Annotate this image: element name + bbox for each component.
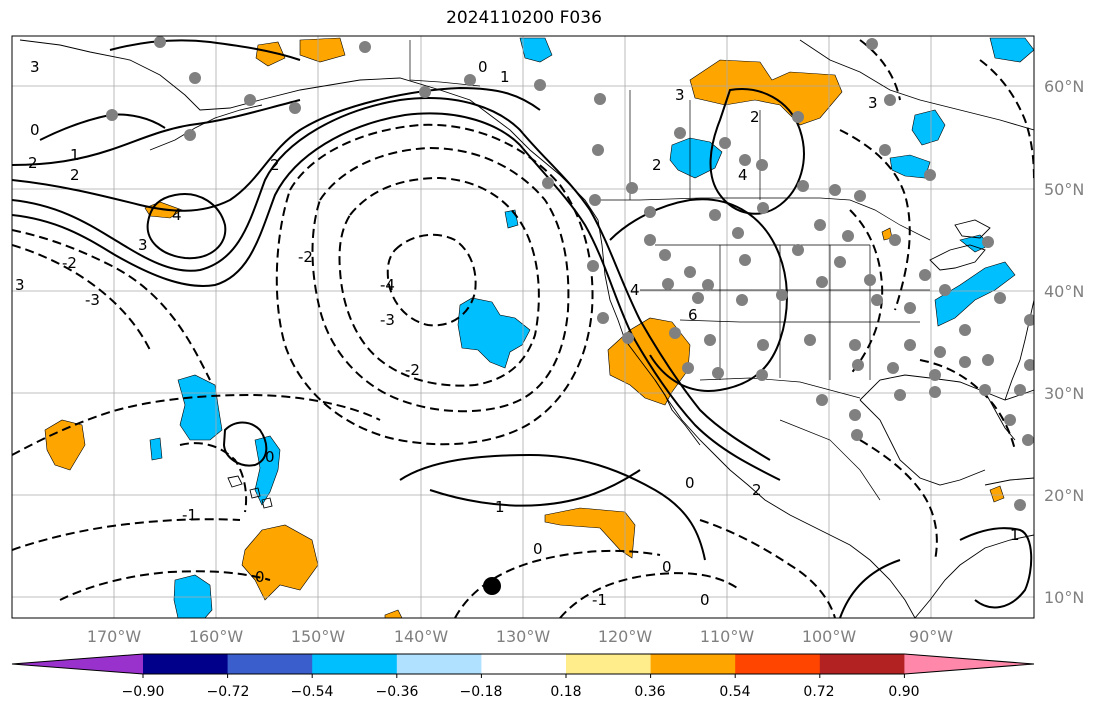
colorbar-extend-max xyxy=(904,654,1034,674)
svg-text:0: 0 xyxy=(255,568,265,586)
svg-text:2: 2 xyxy=(270,156,280,174)
colorbar-extend-min xyxy=(12,654,143,674)
colorbar-labels: −0.90 −0.72 −0.54 −0.36 −0.18 0.18 0.36 … xyxy=(122,684,920,700)
svg-text:3: 3 xyxy=(30,58,40,76)
svg-text:6: 6 xyxy=(688,306,698,324)
svg-text:2: 2 xyxy=(28,154,38,172)
plot-frame xyxy=(11,35,1035,619)
svg-text:2: 2 xyxy=(70,166,80,184)
lon-tick: 90°W xyxy=(909,627,953,646)
lon-tick: 160°W xyxy=(189,627,244,646)
colorbar-segment xyxy=(143,654,229,674)
dashed-contours xyxy=(12,39,1034,618)
svg-text:2: 2 xyxy=(652,156,662,174)
svg-text:-1: -1 xyxy=(592,591,607,609)
map-title: 2024110200 F036 xyxy=(446,8,602,28)
svg-text:-3: -3 xyxy=(85,291,100,309)
colorbar-tick: 0.90 xyxy=(888,684,919,700)
svg-text:3: 3 xyxy=(675,86,685,104)
lat-tick: 50°N xyxy=(1044,180,1084,199)
lon-tick: 170°W xyxy=(87,627,142,646)
lon-tick: 120°W xyxy=(598,627,653,646)
lon-tick: 130°W xyxy=(496,627,551,646)
colorbar-segment xyxy=(312,654,398,674)
coastlines xyxy=(19,39,1034,618)
colorbar-segment xyxy=(396,654,482,674)
colorbar-tick: −0.90 xyxy=(122,684,165,700)
colorbar-segment xyxy=(650,654,736,674)
svg-text:1: 1 xyxy=(500,68,510,86)
svg-text:0: 0 xyxy=(478,58,488,76)
lat-tick: 60°N xyxy=(1044,77,1084,96)
colorbar-tick: 0.72 xyxy=(803,684,834,700)
longitude-labels: 170°W 160°W 150°W 140°W 130°W 120°W 110°… xyxy=(87,627,953,646)
contour-labels: 3 0 1 2 2 3 4 3 -3 -2 2 -2 -4 -3 -2 0 1 … xyxy=(15,58,1020,609)
svg-text:1: 1 xyxy=(1010,526,1020,544)
svg-text:3: 3 xyxy=(15,276,25,294)
svg-text:-1: -1 xyxy=(182,506,197,524)
svg-text:1: 1 xyxy=(70,146,80,164)
political-borders xyxy=(409,40,931,501)
colorbar-tick: −0.18 xyxy=(460,684,503,700)
negative-shading xyxy=(149,37,1034,618)
colorbar-segment xyxy=(566,654,652,674)
colorbar-tick: −0.54 xyxy=(291,684,334,700)
colorbar-tick: −0.72 xyxy=(207,684,250,700)
svg-text:2: 2 xyxy=(750,108,760,126)
svg-text:2: 2 xyxy=(752,481,762,499)
lat-tick: 10°N xyxy=(1044,588,1084,607)
svg-text:0: 0 xyxy=(662,558,672,576)
svg-text:0: 0 xyxy=(533,540,543,558)
svg-text:3: 3 xyxy=(868,94,878,112)
colorbar-tick: 0.54 xyxy=(719,684,750,700)
lat-tick: 40°N xyxy=(1044,282,1084,301)
colorbar-tick: 0.36 xyxy=(634,684,665,700)
storm-marker xyxy=(483,577,501,595)
lon-tick: 100°W xyxy=(802,627,857,646)
svg-text:1: 1 xyxy=(495,498,505,516)
svg-text:-4: -4 xyxy=(380,276,395,294)
svg-text:0: 0 xyxy=(30,121,40,139)
colorbar-tick: 0.18 xyxy=(550,684,581,700)
lon-tick: 140°W xyxy=(394,627,449,646)
svg-text:0: 0 xyxy=(700,591,710,609)
svg-text:4: 4 xyxy=(172,206,182,224)
svg-text:3: 3 xyxy=(138,236,148,254)
lon-tick: 110°W xyxy=(700,627,755,646)
colorbar-segment xyxy=(481,654,567,674)
lat-tick: 30°N xyxy=(1044,384,1084,403)
svg-text:-2: -2 xyxy=(405,361,420,379)
lon-tick: 150°W xyxy=(291,627,346,646)
colorbar-segment xyxy=(819,654,905,674)
svg-text:-3: -3 xyxy=(380,311,395,329)
colorbar-segment xyxy=(735,654,821,674)
svg-text:0: 0 xyxy=(685,474,695,492)
lat-tick: 20°N xyxy=(1044,486,1084,505)
solid-contours xyxy=(12,39,1033,618)
svg-text:0: 0 xyxy=(265,448,275,466)
svg-text:-2: -2 xyxy=(62,254,77,272)
observation-dots xyxy=(106,36,1034,511)
svg-text:-2: -2 xyxy=(298,248,313,266)
svg-text:4: 4 xyxy=(738,166,748,184)
svg-text:4: 4 xyxy=(630,281,640,299)
colorbar-segment xyxy=(227,654,313,674)
latitude-labels: 60°N 50°N 40°N 30°N 20°N 10°N xyxy=(1044,77,1084,607)
colorbar xyxy=(11,653,1035,678)
colorbar-tick: −0.36 xyxy=(376,684,419,700)
